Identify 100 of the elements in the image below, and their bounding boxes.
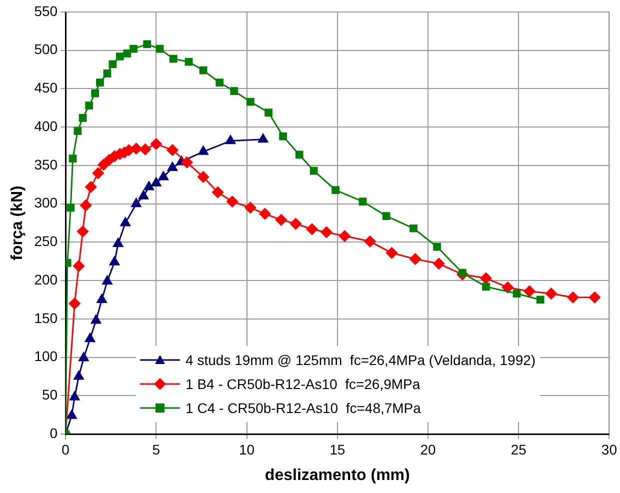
point [482, 282, 490, 291]
point [66, 204, 75, 212]
point [258, 134, 268, 143]
legend-label: 4 studs 19mm @ 125mm fc=26,4MPa (Veldanda, 1992) [186, 352, 536, 368]
y-tick-label: 550 [34, 2, 58, 19]
x-tick-label: 30 [601, 441, 618, 458]
point [502, 282, 514, 294]
y-tick-label: 100 [34, 348, 58, 364]
y-tick-label: 350 [34, 156, 58, 172]
point [198, 171, 210, 183]
y-axis-title: força (kN) [9, 186, 26, 260]
point [120, 217, 130, 226]
point [103, 69, 112, 78]
point [226, 196, 238, 208]
legend-label: 1 C4 - CR50b-R12-As10 fc=48,7MPa [186, 400, 421, 416]
point [91, 89, 100, 98]
point [68, 298, 80, 310]
point [151, 177, 162, 186]
point [332, 186, 340, 194]
legend-label: 1 B4 - CR50b-R12-As10 fc=26,9MPa [186, 376, 420, 392]
point [92, 167, 104, 179]
point [512, 290, 521, 298]
point [150, 138, 162, 150]
point [295, 150, 304, 159]
point [338, 230, 350, 242]
point [230, 87, 238, 95]
point [386, 247, 398, 259]
point [143, 40, 152, 48]
point [181, 156, 193, 168]
y-tick-label: 200 [34, 271, 58, 288]
point [246, 98, 254, 106]
x-tick-label: 20 [420, 441, 436, 458]
y-tick-label: 450 [34, 80, 58, 96]
point [167, 162, 178, 172]
x-tick-label: 5 [152, 441, 160, 458]
y-tick-label: 150 [34, 310, 58, 326]
point [199, 66, 208, 74]
point [96, 78, 104, 87]
x-axis-title: deslizamento (mm) [264, 466, 410, 484]
point [358, 198, 367, 206]
point [212, 186, 224, 198]
point [545, 288, 557, 300]
point [279, 132, 287, 140]
point [290, 218, 302, 230]
point [524, 286, 536, 298]
point [364, 236, 376, 248]
point [90, 314, 102, 324]
point [77, 226, 89, 238]
point [123, 50, 132, 58]
point [184, 58, 193, 66]
x-tick-label: 10 [238, 441, 255, 458]
point [433, 242, 441, 251]
y-tick-label: 250 [34, 233, 58, 250]
point [320, 226, 332, 238]
point [113, 238, 124, 247]
point [244, 202, 256, 214]
point [130, 44, 138, 53]
point [480, 272, 492, 284]
point [130, 142, 142, 154]
point [80, 200, 92, 212]
point [310, 166, 318, 175]
x-tick-label: 15 [330, 441, 346, 458]
point [169, 54, 178, 63]
point [433, 258, 445, 270]
point [68, 154, 77, 162]
y-tick-label: 50 [42, 386, 58, 402]
point [140, 144, 152, 156]
point [116, 52, 124, 60]
x-tick-label: 0 [62, 441, 70, 458]
point [78, 352, 89, 362]
point [216, 78, 224, 87]
point [264, 108, 272, 116]
point [66, 410, 77, 419]
point [84, 333, 96, 342]
point [536, 296, 544, 304]
point [225, 135, 236, 144]
point [156, 44, 164, 53]
point [102, 276, 112, 285]
point [275, 214, 287, 226]
x-tick-label: 25 [510, 441, 527, 458]
y-tick-label: 0 [50, 424, 58, 441]
point [96, 294, 107, 303]
point [306, 223, 318, 235]
point [382, 212, 390, 220]
point [85, 102, 94, 110]
point [109, 256, 120, 266]
point [70, 391, 80, 400]
point [131, 198, 142, 208]
point [158, 171, 168, 180]
point [138, 190, 149, 200]
point [85, 181, 97, 193]
point [73, 260, 85, 272]
point [108, 60, 117, 68]
point [74, 126, 82, 135]
point [410, 253, 422, 265]
y-tick-label: 500 [34, 41, 58, 58]
point [166, 144, 178, 156]
point [198, 146, 208, 155]
point [588, 292, 600, 304]
point [410, 224, 418, 232]
